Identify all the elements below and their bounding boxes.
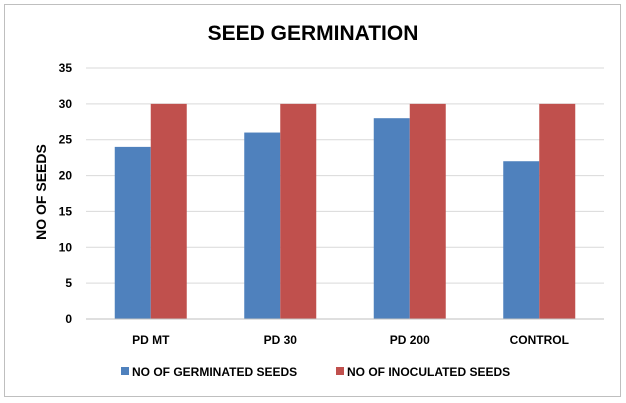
bar-germinated (503, 161, 540, 319)
x-tick-labels: PD MT PD 30 PD 200 CONTROL (132, 333, 569, 347)
legend-label: NO OF INOCULATED SEEDS (347, 365, 510, 379)
bar-inoculated (409, 103, 446, 319)
y-tick-label: 10 (59, 240, 73, 254)
y-tick-label: 20 (59, 169, 73, 183)
y-tick-label: 0 (65, 312, 72, 326)
bars (114, 103, 576, 319)
bar-inoculated (280, 103, 317, 319)
legend-swatch (336, 367, 344, 375)
legend-swatch (121, 367, 129, 375)
y-tick-labels: 0 5 10 15 20 25 30 35 (59, 61, 73, 326)
legend-label: NO OF GERMINATED SEEDS (132, 365, 297, 379)
legend: NO OF GERMINATED SEEDS NO OF INOCULATED S… (121, 365, 510, 379)
x-tick-label: PD MT (132, 333, 170, 347)
y-tick-label: 35 (59, 61, 73, 75)
bar-germinated (244, 132, 281, 319)
y-axis-label: NO OF SEEDS (33, 144, 49, 240)
y-tick-label: 30 (59, 97, 73, 111)
y-tick-label: 15 (59, 204, 73, 218)
x-tick-label: PD 30 (264, 333, 298, 347)
bar-inoculated (150, 103, 187, 319)
bar-germinated (114, 146, 151, 319)
x-tick-label: CONTROL (510, 333, 569, 347)
chart-title: SEED GERMINATION (208, 22, 419, 45)
y-tick-label: 25 (59, 133, 73, 147)
bar-germinated (373, 118, 410, 319)
y-tick-label: 5 (65, 276, 72, 290)
bar-inoculated (539, 103, 576, 319)
x-tick-label: PD 200 (390, 333, 430, 347)
